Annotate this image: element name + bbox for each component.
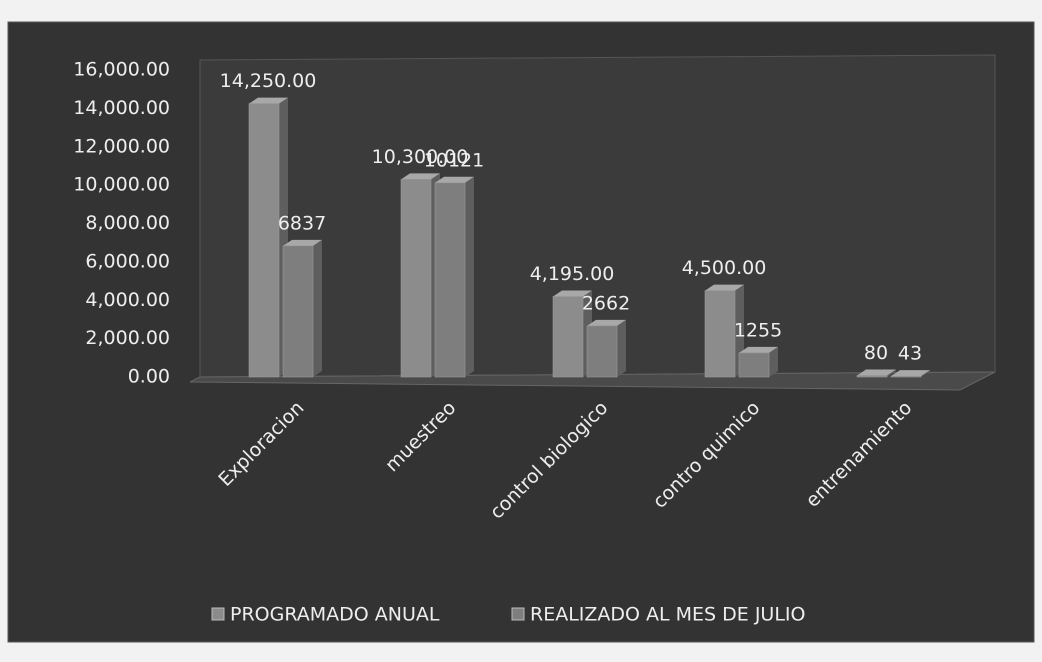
bar-top <box>739 346 778 353</box>
bar-top <box>891 370 930 377</box>
y-tick-label: 8,000.00 <box>85 212 170 234</box>
data-label: 14,250.00 <box>220 70 317 92</box>
y-tick-label: 2,000.00 <box>85 327 170 349</box>
bar <box>282 245 314 378</box>
data-label: 10,300.00 <box>372 146 469 168</box>
y-tick-label: 10,000.00 <box>73 174 170 196</box>
bar-top <box>705 284 744 291</box>
y-tick-label: 0.00 <box>128 366 170 388</box>
data-label: 80 <box>864 342 888 364</box>
y-tick-label: 4,000.00 <box>85 289 170 311</box>
bar <box>434 182 466 378</box>
legend-label: PROGRAMADO ANUAL <box>230 604 440 626</box>
bar <box>586 325 618 378</box>
bar <box>890 375 922 378</box>
bar-side <box>465 176 474 377</box>
bar-side <box>313 239 322 377</box>
bar <box>552 296 584 378</box>
data-label: 2662 <box>582 292 630 314</box>
bar <box>856 375 888 378</box>
data-label: 10121 <box>424 149 484 171</box>
bar-side <box>769 346 778 377</box>
y-tick-label: 6,000.00 <box>85 250 170 272</box>
bar <box>704 290 736 378</box>
bar <box>400 179 432 378</box>
bar-top <box>553 290 592 297</box>
data-label: 6837 <box>278 212 326 234</box>
bar-top <box>249 97 288 104</box>
bar-top <box>857 369 896 376</box>
legend-label: REALIZADO AL MES DE JULIO <box>530 604 805 626</box>
data-label: 1255 <box>734 319 782 341</box>
bar-top <box>587 319 626 326</box>
y-tick-label: 14,000.00 <box>73 97 170 119</box>
bar-side <box>887 369 896 377</box>
legend-swatch <box>511 607 525 621</box>
bar-top <box>401 173 440 180</box>
legend-swatch <box>211 607 225 621</box>
y-tick-label: 12,000.00 <box>73 135 170 157</box>
bar <box>248 103 280 378</box>
bar-top <box>435 176 474 183</box>
bar <box>738 352 770 378</box>
data-label: 43 <box>898 343 922 365</box>
y-tick-label: 16,000.00 <box>73 59 170 81</box>
bar-top <box>283 239 322 246</box>
data-label: 4,195.00 <box>530 263 615 285</box>
bar-side <box>617 319 626 377</box>
data-label: 4,500.00 <box>682 257 767 279</box>
bar-side <box>921 370 930 377</box>
